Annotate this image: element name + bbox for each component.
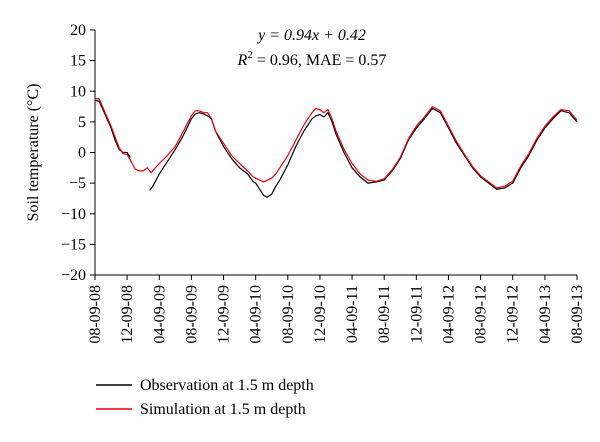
- legend: Observation at 1.5 m depth Simulation at…: [96, 377, 314, 418]
- series-line-observation: [94, 99, 131, 158]
- r2-values: = 0.96, MAE = 0.57: [253, 52, 387, 69]
- x-tick-label: 12-09-10: [312, 285, 329, 344]
- legend-label-observation: Observation at 1.5 m depth: [140, 377, 314, 394]
- y-tick-label: −5: [69, 175, 86, 192]
- x-tick-label: 08-09-10: [280, 285, 297, 344]
- y-tick-label: −15: [61, 236, 86, 253]
- x-tick-label: 08-09-08: [87, 285, 104, 344]
- regression-stats: R2 = 0.96, MAE = 0.57: [237, 49, 387, 69]
- x-tick-label: 12-09-11: [408, 285, 425, 343]
- x-ticks: 08-09-08 12-09-08 04-09-09 08-09-09 12-09-09…: [87, 275, 586, 344]
- y-tick-label: 20: [70, 22, 86, 39]
- series-line-observation: [149, 107, 578, 198]
- legend-label-simulation: Simulation at 1.5 m depth: [140, 401, 306, 418]
- y-tick-label: −10: [61, 206, 86, 223]
- x-tick-label: 04-09-09: [151, 285, 168, 344]
- x-tick-label: 08-09-11: [376, 285, 393, 343]
- y-axis-label: Soil temperature (°C): [25, 84, 42, 222]
- regression-equation: y = 0.94x + 0.42: [256, 27, 366, 44]
- x-tick-label: 08-09-12: [473, 285, 490, 344]
- x-tick-label: 12-09-08: [119, 285, 136, 344]
- x-tick-label: 12-09-12: [505, 285, 522, 344]
- y-tick-label: −20: [61, 267, 86, 284]
- r2-superscript: 2: [247, 49, 253, 61]
- x-tick-label: 04-09-12: [440, 285, 457, 344]
- r2-symbol: R: [237, 52, 248, 69]
- y-tick-label: 5: [78, 114, 86, 131]
- x-tick-label: 04-09-11: [344, 285, 361, 343]
- y-ticks: 20 15 10 5 0 −5 −10 −15 −20: [61, 22, 95, 284]
- x-tick-label: 12-09-09: [216, 285, 233, 344]
- y-tick-label: 0: [78, 145, 86, 162]
- x-tick-label: 08-09-09: [183, 285, 200, 344]
- x-tick-label: 04-09-10: [248, 285, 265, 344]
- x-tick-label: 08-09-13: [569, 285, 586, 344]
- y-tick-label: 10: [70, 83, 86, 100]
- series-line-simulation: [95, 97, 578, 189]
- regression-annotation: y = 0.94x + 0.42 R2 = 0.96, MAE = 0.57: [237, 27, 387, 69]
- series-group: [94, 97, 578, 198]
- y-tick-label: 15: [70, 53, 86, 70]
- x-tick-label: 04-09-13: [537, 285, 554, 344]
